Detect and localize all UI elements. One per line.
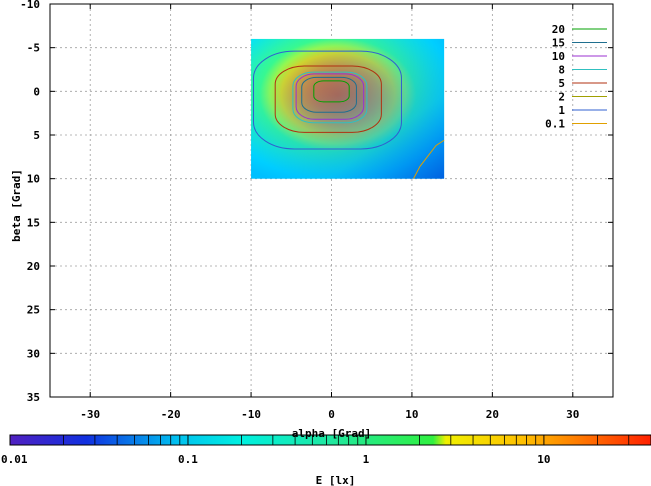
legend-label: 10 [552, 50, 565, 63]
y-tick-label: 10 [27, 173, 40, 186]
x-tick-label: 20 [486, 408, 499, 421]
colorbar-tick-label: 0.01 [1, 453, 28, 466]
contour-line-0.1 [413, 139, 445, 179]
contour-line-15 [301, 76, 357, 113]
y-tick-label: -5 [27, 42, 40, 55]
x-tick-label: -30 [80, 408, 100, 421]
contour-line-1 [252, 50, 402, 150]
colorbar-label: E [lx] [316, 474, 356, 486]
legend-label: 8 [558, 64, 565, 77]
x-tick-label: -20 [161, 408, 181, 421]
y-tick-label: 5 [33, 129, 40, 142]
contour-line-10 [295, 73, 365, 120]
colorbar-tick-label: 1 [363, 453, 370, 466]
x-tick-label: 30 [566, 408, 579, 421]
legend-label: 15 [552, 37, 565, 50]
legend-label: 0.1 [545, 118, 565, 131]
y-tick-label: 0 [33, 85, 40, 98]
y-tick-label: 15 [27, 216, 40, 229]
legend-label: 2 [558, 91, 565, 104]
legend-label: 5 [558, 77, 565, 90]
legend-label: 1 [558, 104, 565, 117]
heatmap-corner-shade [251, 38, 445, 179]
contour-line-5 [274, 65, 382, 133]
x-axis-label: alpha [Grad] [292, 427, 371, 440]
colorbar-tick-label: 0.1 [178, 453, 198, 466]
y-tick-label: 35 [27, 391, 40, 404]
x-tick-label: -10 [241, 408, 261, 421]
legend-label: 20 [552, 23, 565, 36]
y-tick-label: 25 [27, 304, 40, 317]
x-tick-label: 10 [405, 408, 418, 421]
x-tick-label: 0 [328, 408, 335, 421]
y-axis-label: beta [Grad] [10, 169, 23, 242]
y-tick-label: 20 [27, 260, 40, 273]
colorbar-tick-label: 10 [537, 453, 550, 466]
y-tick-label: 30 [27, 347, 40, 360]
y-tick-label: -10 [20, 0, 40, 11]
contour-line-8 [292, 71, 368, 124]
contour-line-20 [313, 80, 350, 103]
